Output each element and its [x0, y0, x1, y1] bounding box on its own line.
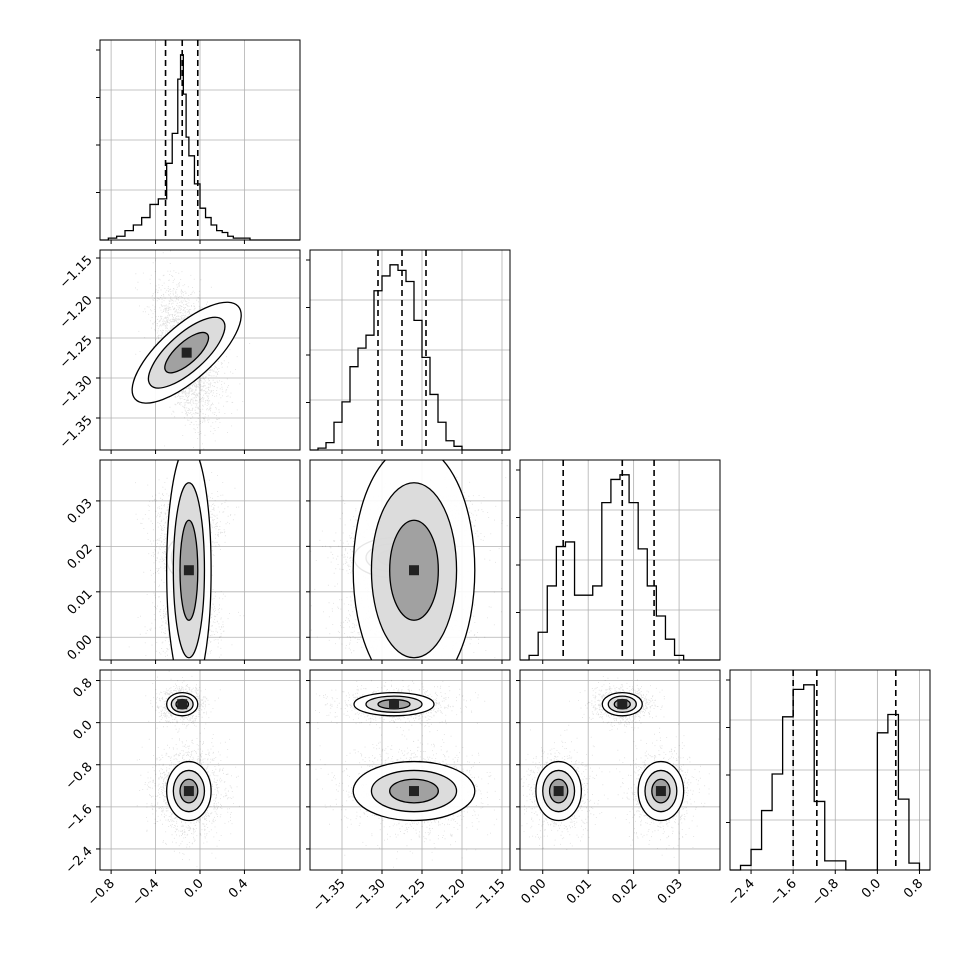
- y-tick-label-3-1: −1.6: [63, 802, 96, 835]
- scatter-points: [310, 472, 508, 660]
- panel-content: [315, 680, 502, 868]
- density-peak: [409, 565, 419, 576]
- y-tick-label-1-4: −1.15: [57, 253, 96, 292]
- y-tick-label-1-0: −1.35: [57, 413, 96, 452]
- hist-panel-3: [726, 669, 931, 874]
- y-tick-label-1-2: −1.25: [57, 333, 96, 372]
- scatter-panel-0-3: [96, 669, 301, 874]
- x-tick-label-0-1: −0.4: [129, 876, 162, 909]
- panel-content: [128, 460, 245, 660]
- x-tick-label-0-2: 0.0: [182, 876, 207, 901]
- x-tick-label-3-3: 0.0: [859, 876, 884, 901]
- scatter-points: [128, 462, 245, 660]
- x-tick-label-0-0: −0.8: [85, 876, 118, 909]
- hist-panel-1: [306, 249, 511, 454]
- x-tick-label-1-2: −1.25: [390, 876, 429, 915]
- y-tick-label-3-3: 0.0: [70, 718, 95, 743]
- x-tick-label-3-4: 0.8: [901, 876, 926, 901]
- panel-content: [310, 460, 508, 660]
- panel-frame: [99, 459, 301, 661]
- panel-frame: [309, 459, 511, 661]
- x-tick-label-1-0: −1.35: [310, 876, 349, 915]
- panel-frame: [99, 249, 301, 451]
- hist-panel-0: [96, 39, 301, 244]
- y-tick-label-3-0: −2.4: [63, 844, 96, 877]
- density-peak: [177, 699, 188, 710]
- y-tick-label-1-3: −1.20: [57, 293, 96, 332]
- panel-content: [131, 250, 251, 450]
- scatter-panel-2-3: [516, 669, 721, 874]
- hist-step-0: [100, 54, 300, 241]
- density-peak: [389, 699, 399, 710]
- x-tick-label-2-1: 0.01: [564, 876, 595, 907]
- panel-content: [520, 676, 720, 858]
- y-tick-label-2-0: 0.00: [65, 632, 96, 663]
- panel-frame: [519, 669, 721, 871]
- x-tick-label-2-0: 0.00: [518, 876, 549, 907]
- scatter-panel-0-2: [96, 459, 301, 664]
- y-tick-label-2-1: 0.01: [65, 587, 96, 618]
- hist-step-3: [730, 684, 930, 871]
- x-tick-label-0-3: 0.4: [226, 876, 251, 901]
- x-tick-label-1-3: −1.20: [430, 876, 469, 915]
- y-tick-label-1-1: −1.30: [57, 373, 96, 412]
- density-peak: [409, 786, 419, 797]
- x-tick-label-3-0: −2.4: [725, 876, 758, 909]
- panel-frame: [519, 459, 721, 661]
- density-peak: [181, 347, 192, 358]
- panel-frame: [309, 249, 511, 451]
- panel-frame: [99, 669, 301, 871]
- x-tick-label-3-1: −1.6: [767, 876, 800, 909]
- y-tick-label-3-4: 0.8: [70, 676, 95, 701]
- scatter-panel-0-1: [96, 249, 301, 454]
- scatter-panel-1-3: [306, 669, 511, 874]
- x-tick-label-2-3: 0.03: [655, 876, 686, 907]
- x-tick-label-1-1: −1.30: [350, 876, 389, 915]
- panel-frame: [729, 669, 931, 871]
- hist-panel-2: [516, 459, 721, 664]
- scatter-panel-1-2: [306, 459, 511, 664]
- y-tick-label-2-2: 0.02: [65, 541, 96, 572]
- density-peak: [655, 786, 666, 797]
- x-tick-label-3-2: −0.8: [809, 876, 842, 909]
- density-peak: [183, 786, 194, 797]
- panel-frame: [309, 669, 511, 871]
- y-tick-label-3-2: −0.8: [63, 760, 96, 793]
- y-tick-label-2-3: 0.03: [65, 496, 96, 527]
- hist-step-2: [520, 474, 720, 661]
- panel-content: [136, 670, 240, 868]
- hist-step-1: [310, 264, 510, 451]
- x-tick-label-2-2: 0.02: [609, 876, 640, 907]
- panel-frame: [99, 39, 301, 241]
- density-peak: [553, 786, 564, 797]
- density-peak: [617, 699, 628, 710]
- density-peak: [183, 565, 194, 576]
- x-tick-label-1-4: −1.15: [470, 876, 509, 915]
